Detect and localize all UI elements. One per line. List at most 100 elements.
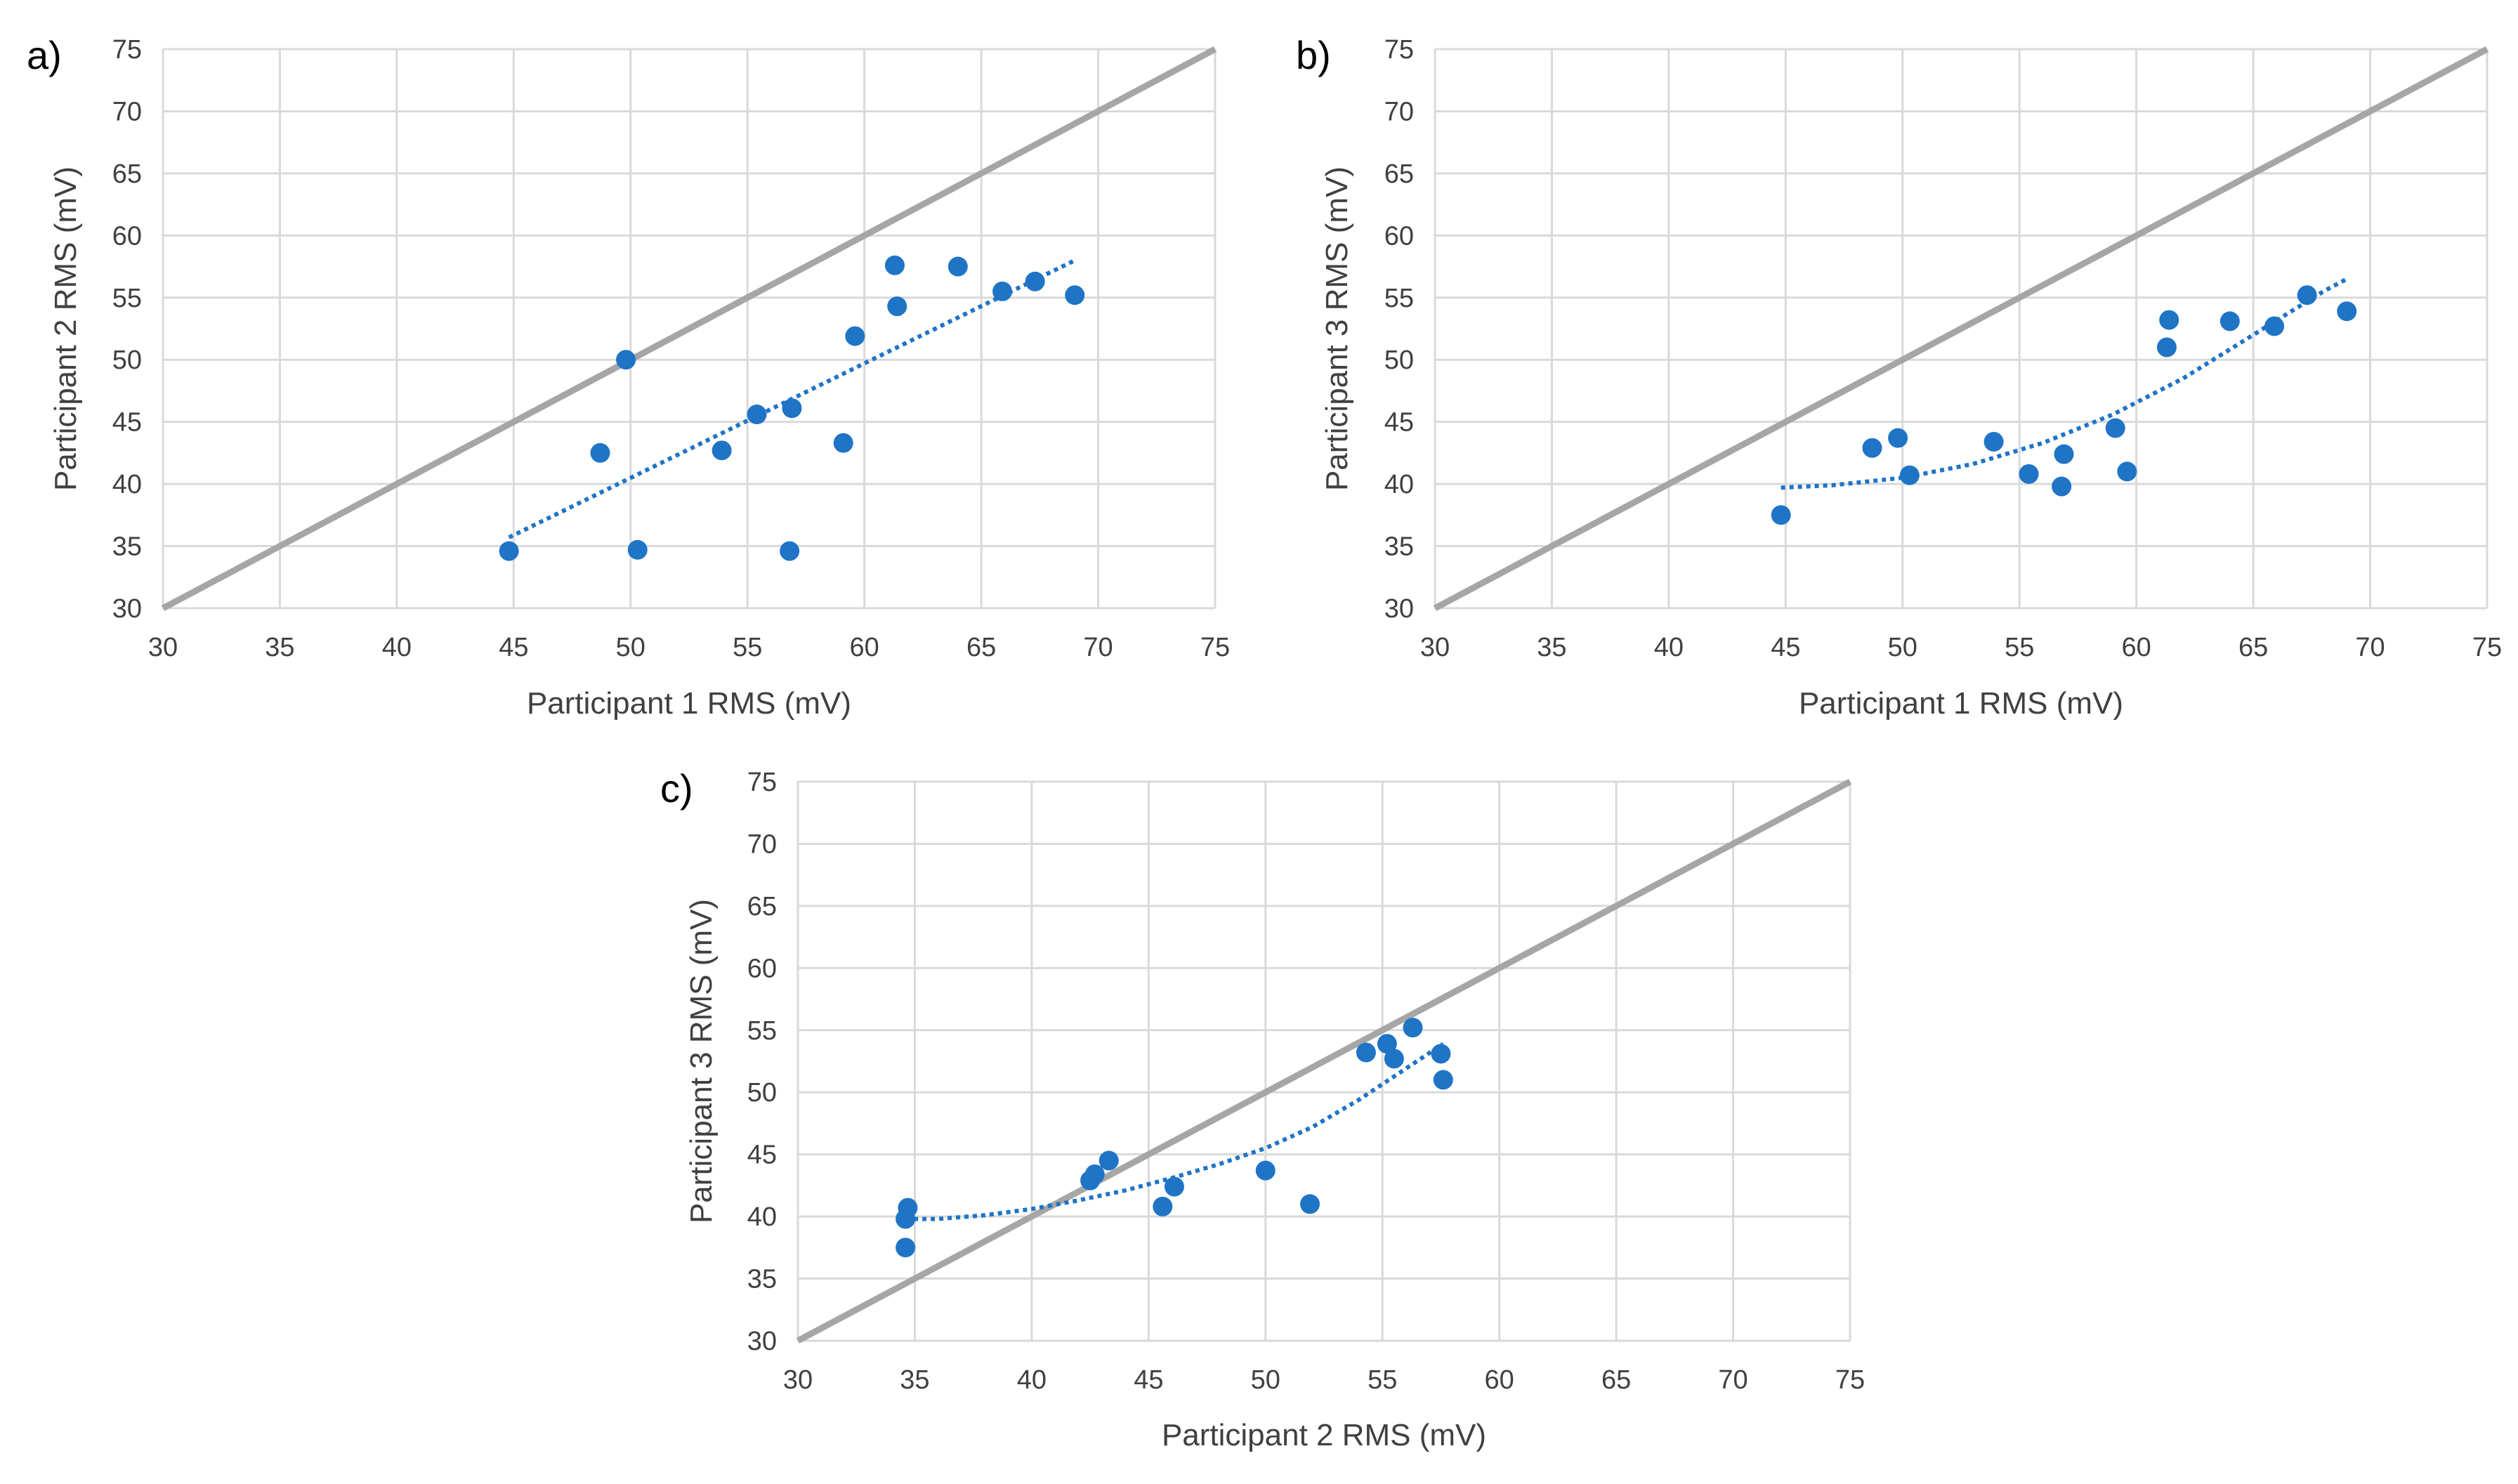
x-tick-label: 30 xyxy=(148,633,178,662)
x-tick-label: 50 xyxy=(616,633,645,662)
data-point xyxy=(747,405,767,425)
data-point xyxy=(2264,316,2285,336)
y-tick-label: 40 xyxy=(112,470,142,499)
x-tick-label: 75 xyxy=(1200,633,1230,662)
x-tick-label: 40 xyxy=(382,633,412,662)
data-point xyxy=(1771,505,1791,525)
x-tick-label: 35 xyxy=(1537,633,1566,662)
chart-panel-a: 30 35 40 45 50 55 60 65 70 75 30 35 40 45 50 55 60 65 70 75… xyxy=(27,33,1230,721)
x-axis-title: Participant 2 RMS (mV) xyxy=(1162,1418,1486,1452)
data-point xyxy=(616,350,636,370)
x-tick-label: 30 xyxy=(1420,633,1450,662)
y-tick-label: 55 xyxy=(1384,284,1414,313)
panel-label: a) xyxy=(27,33,62,77)
data-point xyxy=(1084,1164,1105,1184)
data-point xyxy=(833,433,853,453)
data-point xyxy=(845,326,865,346)
data-point xyxy=(2019,464,2039,484)
data-point xyxy=(1384,1049,1404,1069)
x-tick-label: 40 xyxy=(1017,1365,1047,1395)
data-point xyxy=(1025,271,1045,291)
x-tick-label: 55 xyxy=(2005,633,2034,662)
x-tick-label: 45 xyxy=(499,633,528,662)
y-tick-label: 75 xyxy=(1384,35,1414,65)
data-point xyxy=(2117,461,2137,482)
data-point xyxy=(1153,1196,1173,1216)
y-tick-label: 60 xyxy=(112,221,142,251)
y-axis-title: Participant 3 RMS (mV) xyxy=(1320,166,1354,491)
data-point xyxy=(1899,465,1920,485)
x-tick-label: 70 xyxy=(2355,633,2385,662)
y-tick-label: 65 xyxy=(747,892,777,921)
x-tick-label: 75 xyxy=(1835,1365,1865,1395)
x-tick-label: 45 xyxy=(1771,633,1800,662)
y-tick-label: 50 xyxy=(747,1078,777,1108)
data-point xyxy=(1431,1044,1451,1064)
x-tick-label: 60 xyxy=(2122,633,2151,662)
y-tick-label: 40 xyxy=(1384,470,1414,499)
x-tick-label: 40 xyxy=(1654,633,1684,662)
x-tick-label: 50 xyxy=(1251,1365,1280,1395)
chart-panel-b: 30 35 40 45 50 55 60 65 70 75 30 35 40 45 50 55 60 65 70 75… xyxy=(1296,33,2502,721)
data-point xyxy=(2054,444,2074,464)
x-tick-label: 65 xyxy=(966,633,996,662)
y-tick-label: 35 xyxy=(112,532,142,562)
x-tick-label: 75 xyxy=(2472,633,2502,662)
data-point xyxy=(2156,337,2177,357)
data-point xyxy=(1164,1176,1184,1197)
data-point xyxy=(780,541,800,561)
data-point xyxy=(884,255,905,275)
data-point xyxy=(2105,418,2125,438)
data-point xyxy=(782,398,802,419)
data-point xyxy=(1862,438,1882,458)
x-axis-title: Participant 1 RMS (mV) xyxy=(1799,686,2123,721)
x-tick-label: 55 xyxy=(733,633,762,662)
data-point xyxy=(992,281,1013,301)
panel-label: c) xyxy=(660,766,693,810)
y-tick-label: 65 xyxy=(1384,159,1414,189)
x-tick-label: 30 xyxy=(783,1365,813,1395)
x-tick-label: 65 xyxy=(1601,1365,1631,1395)
x-tick-label: 35 xyxy=(265,633,294,662)
y-tick-label: 40 xyxy=(747,1202,777,1232)
data-point xyxy=(2219,311,2240,331)
identity-line xyxy=(796,779,1852,1344)
x-tick-label: 55 xyxy=(1368,1365,1397,1395)
data-point xyxy=(2337,301,2357,322)
y-tick-label: 55 xyxy=(112,284,142,313)
data-point xyxy=(887,296,907,317)
data-point xyxy=(1433,1070,1453,1090)
chart-panel-c: 30 35 40 45 50 55 60 65 70 75 30 35 40 45 50 55 60 65 70 75… xyxy=(660,766,1865,1452)
y-tick-label: 35 xyxy=(747,1265,777,1294)
x-tick-label: 70 xyxy=(1083,633,1113,662)
data-point xyxy=(1888,428,1908,448)
y-tick-label: 55 xyxy=(747,1016,777,1046)
data-point xyxy=(1983,431,2004,452)
data-point xyxy=(898,1197,918,1218)
y-tick-label: 75 xyxy=(112,35,142,65)
y-tick-label: 30 xyxy=(747,1327,777,1356)
x-tick-label: 35 xyxy=(900,1365,929,1395)
x-tick-label: 50 xyxy=(1888,633,1917,662)
data-point xyxy=(2159,310,2179,330)
data-point xyxy=(1099,1150,1119,1171)
data-point xyxy=(1065,285,1085,306)
y-tick-label: 65 xyxy=(112,159,142,189)
data-point xyxy=(947,256,968,277)
data-point xyxy=(1255,1160,1276,1181)
data-point xyxy=(1377,1034,1397,1054)
x-tick-label: 60 xyxy=(1485,1365,1514,1395)
data-point xyxy=(2297,285,2317,306)
y-axis-title: Participant 3 RMS (mV) xyxy=(684,899,719,1223)
x-tick-label: 45 xyxy=(1134,1365,1163,1395)
data-point xyxy=(712,440,732,461)
y-axis-title: Participant 2 RMS (mV) xyxy=(48,166,83,491)
data-point xyxy=(590,442,610,463)
y-tick-label: 50 xyxy=(112,346,142,375)
y-tick-label: 70 xyxy=(112,97,142,126)
data-point xyxy=(499,541,519,561)
data-point xyxy=(1403,1018,1423,1038)
y-tick-label: 30 xyxy=(1384,594,1414,624)
y-tick-label: 30 xyxy=(112,594,142,624)
trendline xyxy=(1781,277,2348,490)
